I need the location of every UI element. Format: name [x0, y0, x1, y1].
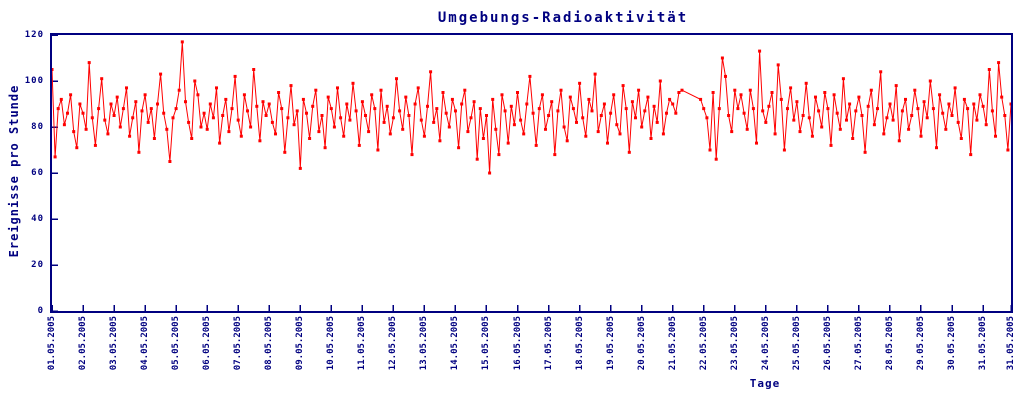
chart-title: Umgebungs-Radioaktivität — [437, 10, 689, 26]
x-tick-label: 01.05.2005 — [47, 316, 57, 371]
x-tick-label: 02.05.2005 — [78, 316, 89, 371]
x-tick-label: 29.05.2005 — [915, 316, 926, 371]
x-tick-label: 12.05.2005 — [388, 316, 399, 371]
x-tick-label: 31.05.2005 — [1006, 316, 1016, 371]
y-tick-label: 80 — [31, 122, 44, 132]
x-tick-label: 17.05.2005 — [543, 316, 554, 371]
x-tick-label: 25.05.2005 — [791, 316, 802, 371]
x-tick-label: 09.05.2005 — [295, 316, 306, 371]
x-tick-label: 16.05.2005 — [512, 316, 523, 371]
x-tick-label: 30.05.2005 — [947, 316, 958, 371]
x-axis-title: Tage — [749, 377, 781, 390]
x-tick-label: 26.05.2005 — [822, 316, 833, 371]
x-tick-label: 15.05.2005 — [481, 316, 492, 371]
x-tick-label: 06.05.2005 — [202, 316, 213, 371]
x-tick-label: 20.05.2005 — [636, 316, 647, 371]
x-tick-label: 19.05.2005 — [605, 316, 616, 371]
y-tick-label: 0 — [37, 306, 44, 316]
y-tick-label: 60 — [31, 168, 44, 178]
x-tick-label: 14.05.2005 — [450, 316, 461, 371]
x-tick-label: 21.05.2005 — [667, 316, 678, 371]
x-tick-label: 27.05.2005 — [853, 316, 864, 371]
x-tick-label: 11.05.2005 — [357, 316, 368, 371]
x-tick-label: 18.05.2005 — [574, 316, 585, 371]
y-tick-label: 100 — [24, 76, 44, 86]
x-tick-label: 13.05.2005 — [419, 316, 430, 371]
data-series-plot — [52, 35, 1011, 311]
x-tick-label: 22.05.2005 — [698, 316, 709, 371]
x-tick-label: 24.05.2005 — [760, 316, 771, 371]
x-tick-label: 10.05.2005 — [326, 316, 337, 371]
x-tick-label: 04.05.2005 — [140, 316, 151, 371]
x-tick-label: 28.05.2005 — [884, 316, 895, 371]
x-tick-label: 05.05.2005 — [171, 316, 182, 371]
y-tick-label: 20 — [31, 260, 44, 270]
plot-area — [50, 33, 1013, 313]
y-tick-label: 120 — [24, 30, 44, 40]
x-tick-label: 03.05.2005 — [109, 316, 120, 371]
x-tick-label: 31.05.2005 — [978, 316, 989, 371]
y-tick-label: 40 — [31, 214, 44, 224]
x-tick-label: 07.05.2005 — [233, 316, 244, 371]
x-tick-label: 23.05.2005 — [729, 316, 740, 371]
x-tick-label: 08.05.2005 — [264, 316, 275, 371]
